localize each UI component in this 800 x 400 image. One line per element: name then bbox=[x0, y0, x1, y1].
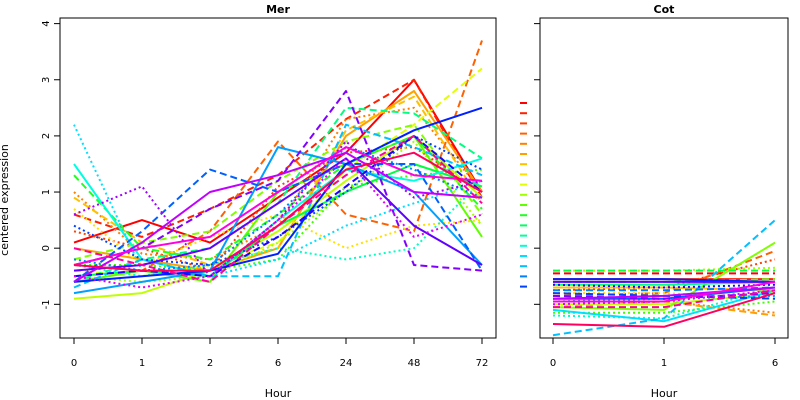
y-tick-label: 3 bbox=[41, 77, 52, 83]
cot-series-line-30 bbox=[553, 289, 776, 309]
cot-series-line-31 bbox=[552, 292, 776, 328]
mer-plot-frame bbox=[59, 17, 497, 339]
mer-series-line-24 bbox=[73, 134, 483, 266]
mer-x-tick-label: 6 bbox=[275, 358, 281, 369]
mer-series-line-16 bbox=[73, 106, 483, 283]
legend-strip bbox=[520, 102, 527, 288]
cot-x-tick-label: 1 bbox=[661, 358, 667, 369]
mer-x-axis-label: Hour bbox=[265, 387, 292, 400]
mer-series-line-32 bbox=[73, 146, 483, 266]
mer-x-tick-label: 1 bbox=[139, 358, 145, 369]
mer-series-line-22 bbox=[73, 146, 483, 272]
mer-series-line-13 bbox=[74, 168, 483, 272]
mer-series-line-33 bbox=[73, 134, 483, 283]
y-tick-label: 4 bbox=[41, 20, 52, 26]
mer-series-line-30 bbox=[73, 151, 483, 283]
y-tick-label: 2 bbox=[41, 133, 52, 139]
mer-series-line-17 bbox=[73, 180, 483, 278]
panel-mer: Mer 0 1 2 6 24 48 72 Hour -1 0 1 2 3 4 bbox=[41, 3, 497, 400]
mer-series-line-20 bbox=[73, 123, 483, 289]
cot-series-group bbox=[552, 219, 776, 337]
cot-x-tick-label: 6 bbox=[772, 358, 778, 369]
cot-series-line-27 bbox=[552, 286, 776, 300]
cot-series-line-24 bbox=[552, 283, 776, 289]
mer-series-line-31 bbox=[73, 157, 483, 289]
mer-x-tick-label: 48 bbox=[408, 358, 421, 369]
cot-x-axis-label: Hour bbox=[651, 387, 678, 400]
mer-series-line-25 bbox=[73, 106, 483, 283]
mer-title: Mer bbox=[266, 3, 290, 16]
mer-series-line-29 bbox=[73, 140, 483, 278]
y-tick-label: 0 bbox=[41, 245, 52, 251]
cot-series-line-18 bbox=[552, 219, 776, 337]
y-axis-label: centered expression bbox=[0, 144, 11, 256]
cot-x-tick-label: 0 bbox=[550, 358, 556, 369]
panel-cot: Cot 0 1 6 Hour bbox=[534, 3, 789, 400]
mer-series-line-1 bbox=[73, 78, 483, 238]
cot-series-line-17 bbox=[552, 289, 776, 323]
mer-x-tick-label: 2 bbox=[207, 358, 213, 369]
mer-x-tick-label: 72 bbox=[476, 358, 489, 369]
mer-x-tick-label: 0 bbox=[71, 358, 77, 369]
mer-x-tick-label: 24 bbox=[340, 358, 353, 369]
mer-series-line-34 bbox=[73, 151, 483, 272]
mer-series-line-0 bbox=[73, 78, 483, 244]
cot-series-line-20 bbox=[553, 286, 776, 292]
cot-series-line-29 bbox=[553, 280, 776, 303]
y-tick-label: -1 bbox=[41, 299, 52, 309]
cot-title: Cot bbox=[654, 3, 675, 16]
y-tick-label: 1 bbox=[41, 189, 52, 195]
mer-series-group bbox=[73, 40, 483, 300]
mer-series-line-10 bbox=[73, 140, 483, 283]
